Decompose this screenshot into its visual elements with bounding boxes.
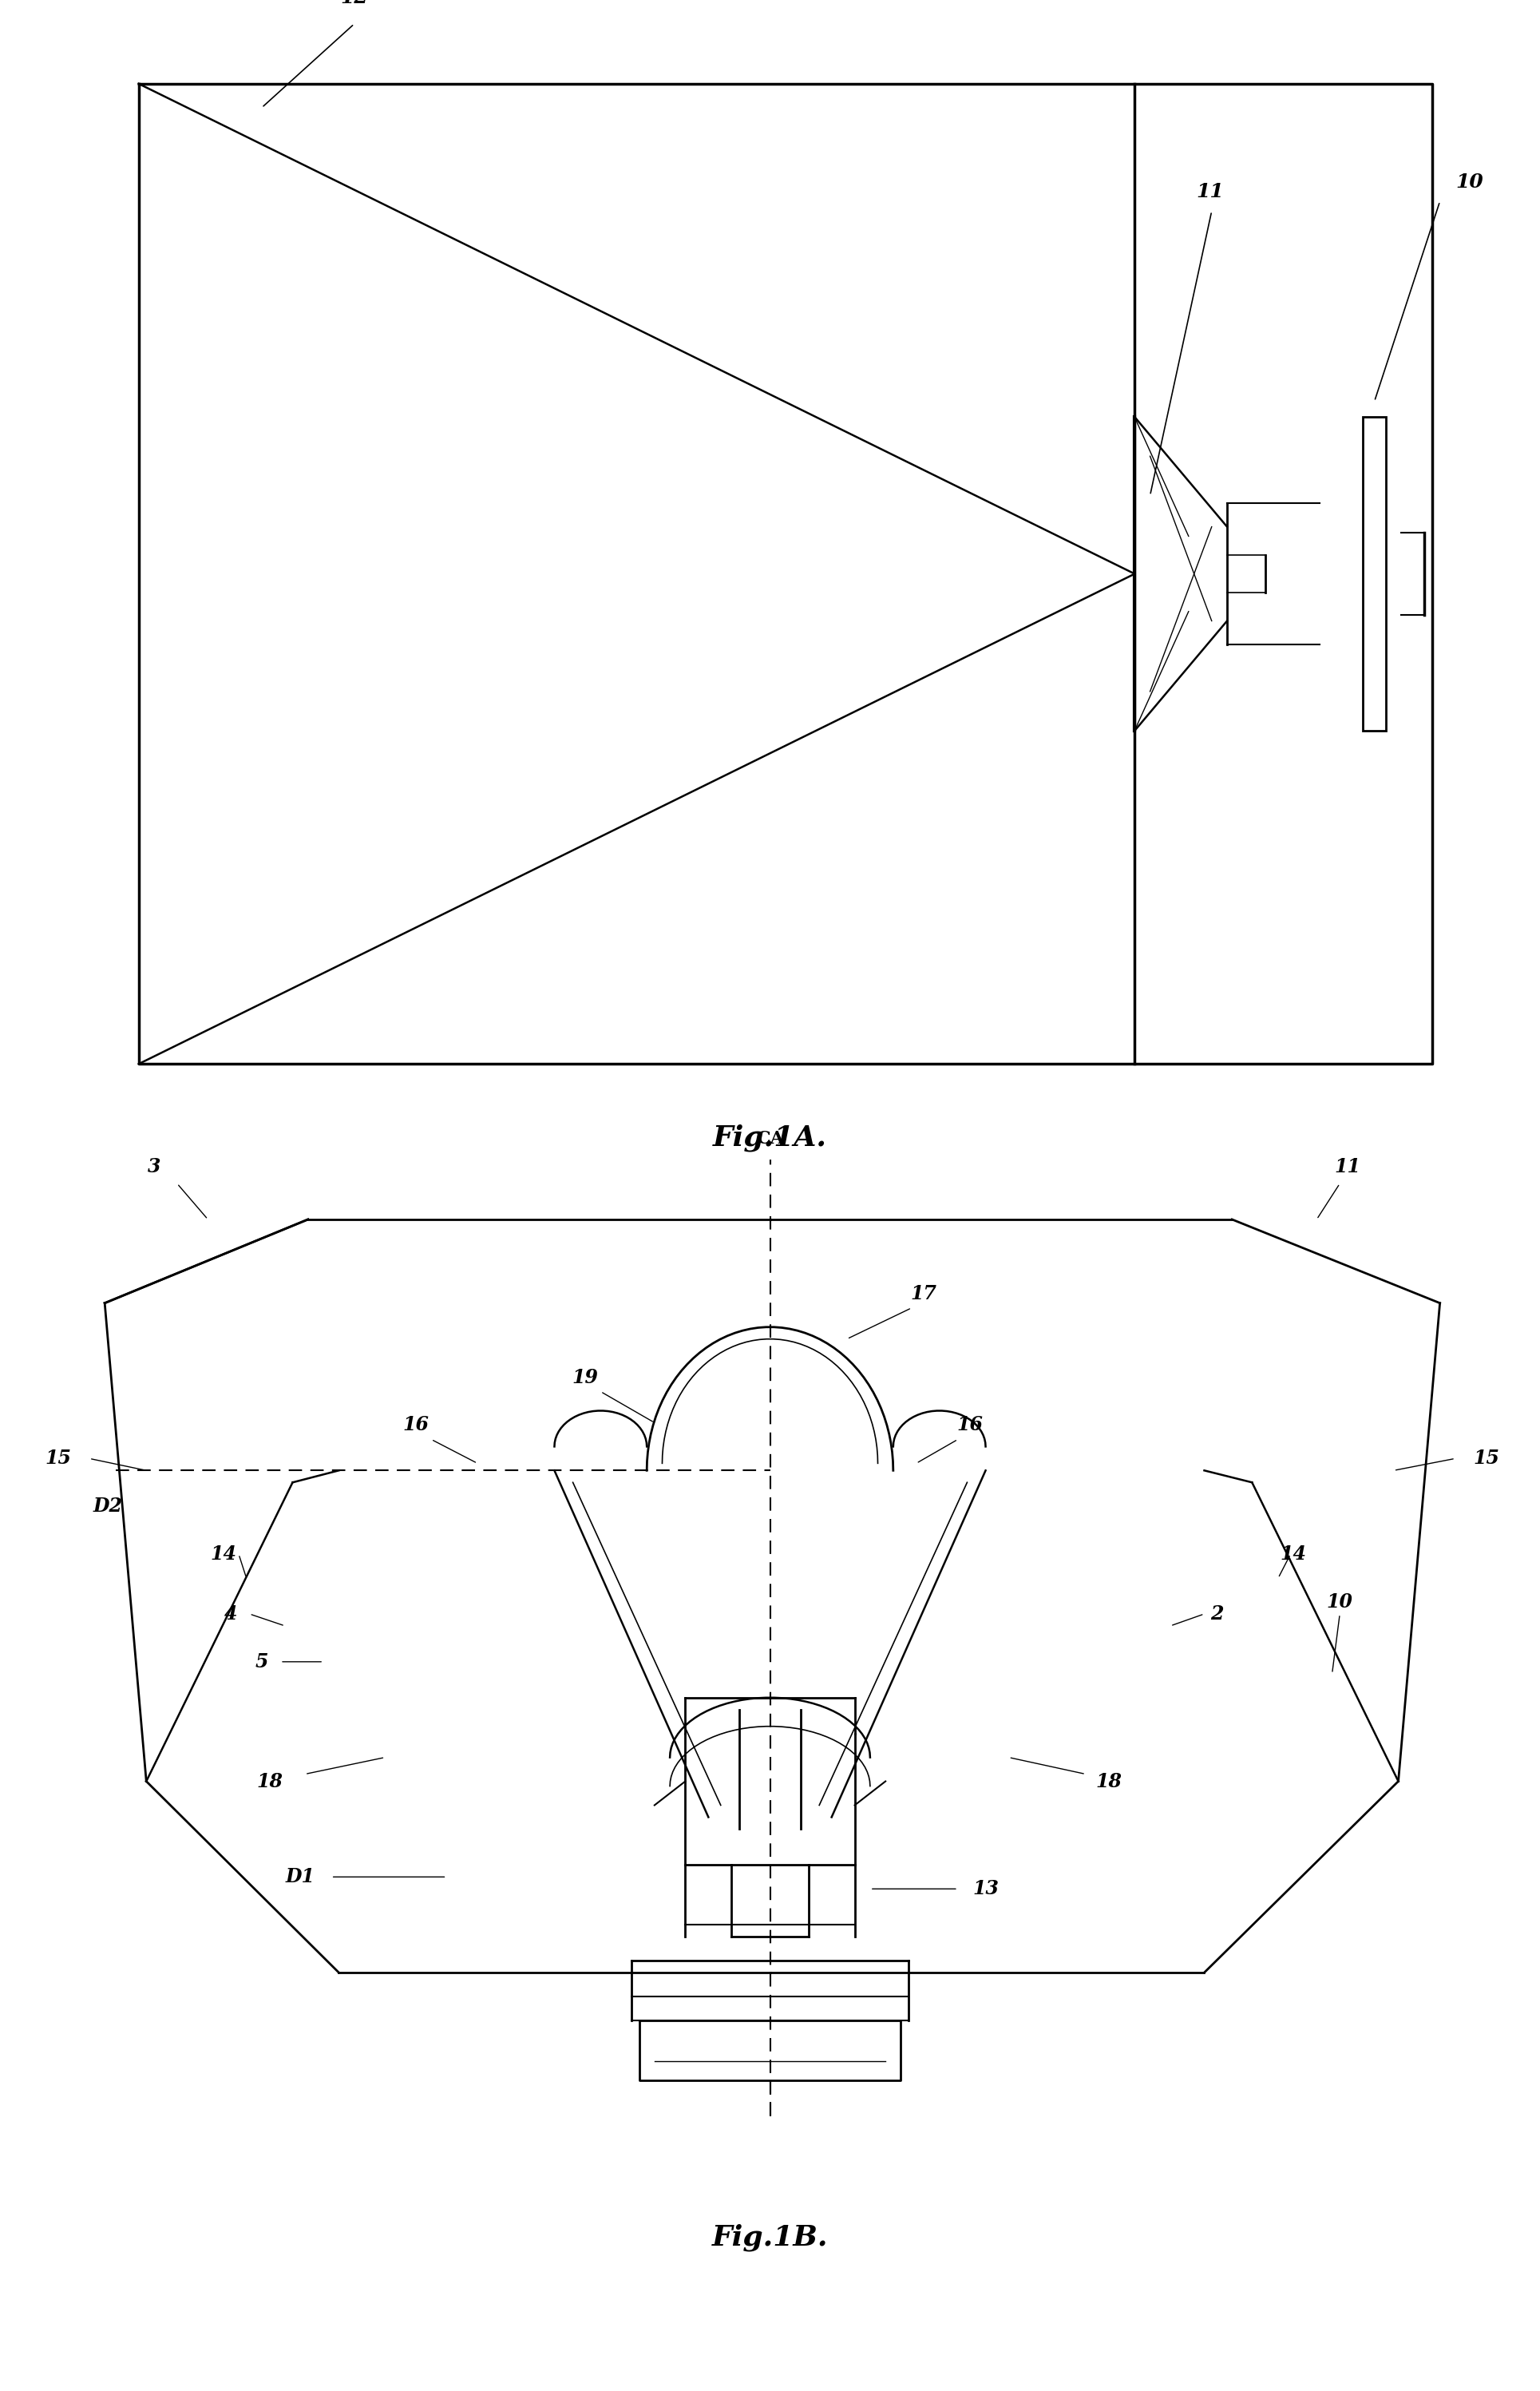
Text: 10: 10: [1326, 1592, 1354, 1612]
Text: 13: 13: [972, 1879, 999, 1898]
Text: CA: CA: [756, 1131, 784, 1148]
Text: 17: 17: [910, 1284, 938, 1303]
Text: 12: 12: [340, 0, 368, 7]
Text: 15: 15: [1472, 1449, 1500, 1468]
Text: 19: 19: [571, 1368, 599, 1387]
Text: 14: 14: [1280, 1545, 1307, 1564]
Bar: [1363, 416, 1386, 732]
Text: 4: 4: [225, 1604, 237, 1623]
Text: Fig.1B.: Fig.1B.: [711, 2224, 829, 2252]
Text: 2: 2: [1210, 1604, 1223, 1623]
Text: D2: D2: [92, 1497, 123, 1516]
Text: 16: 16: [956, 1415, 984, 1435]
Text: 11: 11: [1334, 1157, 1361, 1176]
Text: 15: 15: [45, 1449, 72, 1468]
Text: 10: 10: [1455, 172, 1483, 191]
Text: 3: 3: [148, 1157, 160, 1176]
Text: 16: 16: [402, 1415, 430, 1435]
Text: D1: D1: [285, 1867, 316, 1886]
Text: 5: 5: [256, 1652, 268, 1671]
Text: 14: 14: [209, 1545, 237, 1564]
Text: 18: 18: [1095, 1772, 1123, 1791]
Text: Fig.1A.: Fig.1A.: [713, 1124, 827, 1152]
Text: 11: 11: [1197, 182, 1224, 201]
Text: 18: 18: [256, 1772, 283, 1791]
